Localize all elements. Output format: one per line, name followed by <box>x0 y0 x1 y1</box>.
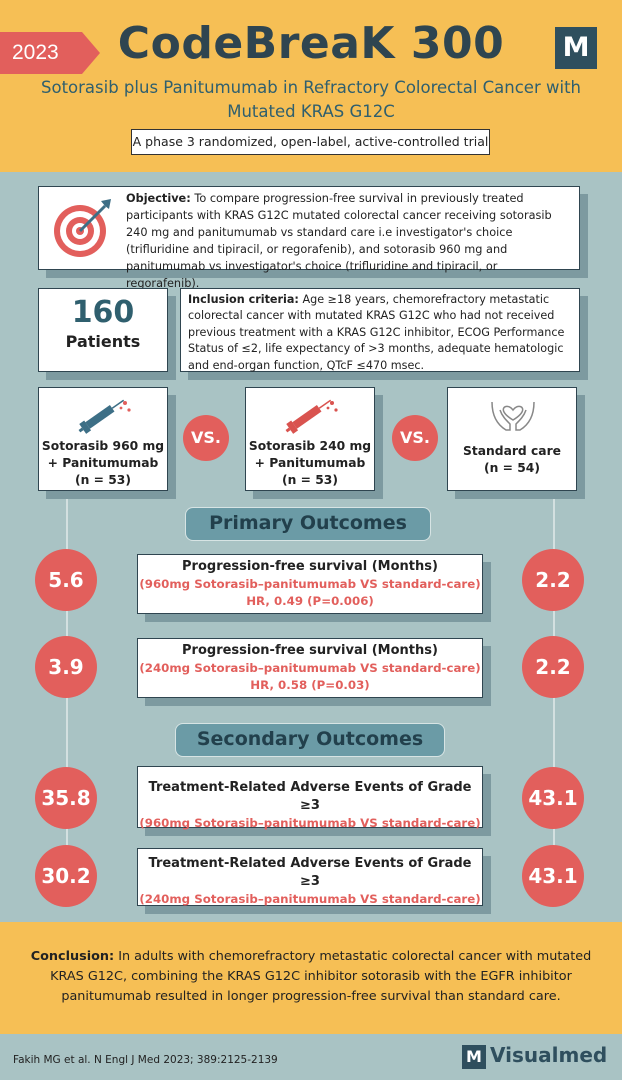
conclusion-label: Conclusion: <box>30 949 115 964</box>
arm-1-line1: Sotorasib 960 mg <box>41 439 165 453</box>
secondary-2-comparison: (240mg Sotorasib–panitumumab VS standard… <box>139 892 481 906</box>
year-tag: 2023 <box>0 32 100 74</box>
arm-standard-care: Standard care (n = 54) <box>447 387 577 491</box>
primary-2-right-value: 2.2 <box>522 636 584 698</box>
secondary-1-title: Treatment-Related Adverse Events of Grad… <box>148 780 472 813</box>
secondary-2-title: Treatment-Related Adverse Events of Grad… <box>148 856 472 889</box>
conclusion-text: Conclusion: In adults with chemorefracto… <box>12 947 610 1007</box>
inclusion-body: Age ≥18 years, chemorefractory metastati… <box>188 293 565 372</box>
target-icon <box>54 199 111 257</box>
arm-2-n: (n = 53) <box>282 473 338 487</box>
patient-count: 160 <box>71 295 135 330</box>
subtitle: Sotorasib plus Panitumumab in Refractory… <box>20 76 602 124</box>
primary-outcome-2: Progression-free survival (Months) (240m… <box>137 638 483 698</box>
subtitle-line-1: Sotorasib plus Panitumumab in Refractory… <box>41 78 581 97</box>
objective-label: Objective: <box>126 192 191 205</box>
primary-2-comparison: (240mg Sotorasib–panitumumab VS standard… <box>139 661 481 675</box>
footer: Fakih MG et al. N Engl J Med 2023; 389:2… <box>0 1034 622 1080</box>
secondary-2-left-value: 30.2 <box>35 845 97 907</box>
primary-1-left-value: 5.6 <box>35 549 97 611</box>
caring-hands-icon <box>491 401 535 431</box>
secondary-2-right-value: 43.1 <box>522 845 584 907</box>
inclusion-label: Inclusion criteria: <box>188 293 299 306</box>
conclusion-body: In adults with chemorefractory metastati… <box>50 949 592 1004</box>
primary-1-stat: HR, 0.49 (P=0.006) <box>246 594 374 608</box>
objective-body: To compare progression-free survival in … <box>126 192 552 290</box>
arm-sotorasib-960: Sotorasib 960 mg + Panitumumab (n = 53) <box>38 387 168 491</box>
page-title: CodeBreaK 300 <box>117 18 505 69</box>
primary-1-title: Progression-free survival (Months) <box>182 559 438 574</box>
secondary-outcome-1: Treatment-Related Adverse Events of Grad… <box>137 766 483 830</box>
patient-label: Patients <box>65 332 141 351</box>
arm-1-n: (n = 53) <box>75 473 131 487</box>
primary-1-comparison: (960mg Sotorasib–panitumumab VS standard… <box>139 577 481 591</box>
subtitle-line-2: Mutated KRAS G12C <box>227 102 395 121</box>
primary-2-title: Progression-free survival (Months) <box>182 643 438 658</box>
syringe-icon <box>285 399 338 434</box>
syringe-icon <box>78 399 131 434</box>
secondary-outcome-2: Treatment-Related Adverse Events of Grad… <box>137 848 483 906</box>
visualmed-logo-icon: M <box>555 27 597 69</box>
citation: Fakih MG et al. N Engl J Med 2023; 389:2… <box>13 1054 278 1066</box>
arm-2-label: Sotorasib 240 mg + Panitumumab (n = 53) <box>246 438 374 489</box>
brand-m-icon: M <box>462 1045 486 1069</box>
arm-3-label: Standard care (n = 54) <box>448 443 576 477</box>
secondary-1-right-value: 43.1 <box>522 767 584 829</box>
primary-1-right-value: 2.2 <box>522 549 584 611</box>
arm-3-n: (n = 54) <box>484 461 540 475</box>
primary-2-stat: HR, 0.58 (P=0.03) <box>250 678 370 692</box>
patients-box: 160 Patients <box>38 288 168 372</box>
conclusion-band: Conclusion: In adults with chemorefracto… <box>0 922 622 1034</box>
arm-sotorasib-240: Sotorasib 240 mg + Panitumumab (n = 53) <box>245 387 375 491</box>
primary-2-left-value: 3.9 <box>35 636 97 698</box>
secondary-1-left-value: 35.8 <box>35 767 97 829</box>
arm-3-line1: Standard care <box>462 444 562 458</box>
header-band: 2023 CodeBreaK 300 M Sotorasib plus Pani… <box>0 0 622 172</box>
brand-name: Visualmed <box>490 1043 608 1067</box>
vs-badge-1: VS. <box>183 415 229 461</box>
arm-2-line2: + Panitumumab <box>254 456 366 470</box>
arm-2-line1: Sotorasib 240 mg <box>248 439 372 453</box>
secondary-1-comparison: (960mg Sotorasib–panitumumab VS standard… <box>139 816 481 830</box>
arm-1-line2: + Panitumumab <box>47 456 159 470</box>
primary-outcome-1: Progression-free survival (Months) (960m… <box>137 554 483 614</box>
objective-box: Objective: To compare progression-free s… <box>38 186 580 290</box>
trial-design-label: A phase 3 randomized, open-label, active… <box>131 129 490 155</box>
vs-badge-2: VS. <box>392 415 438 461</box>
objective-text: Objective: To compare progression-free s… <box>126 190 571 292</box>
secondary-outcomes-heading: Secondary Outcomes <box>175 723 445 757</box>
inclusion-box: Inclusion criteria: Age ≥18 years, chemo… <box>180 288 580 372</box>
primary-outcomes-heading: Primary Outcomes <box>185 507 431 541</box>
arm-1-label: Sotorasib 960 mg + Panitumumab (n = 53) <box>39 438 167 489</box>
inclusion-text: Inclusion criteria: Age ≥18 years, chemo… <box>188 292 573 374</box>
